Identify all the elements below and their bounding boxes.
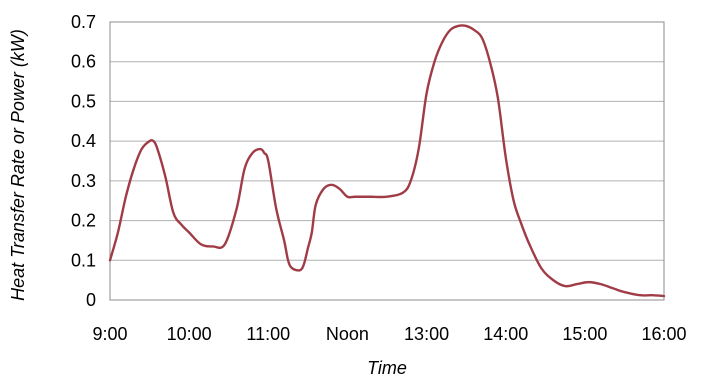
plot-area-frame	[109, 21, 665, 301]
x-tick-label: 16:00	[641, 324, 686, 344]
x-tick-label: 15:00	[562, 324, 607, 344]
grid-layer	[110, 21, 664, 301]
series-layer	[108, 24, 666, 298]
y-tick-label: 0.6	[71, 52, 96, 72]
y-tick-label: 0.7	[71, 12, 96, 32]
y-axis-ticks: 0 0.1 0.2 0.3 0.4 0.5 0.6 0.7	[71, 12, 96, 310]
x-tick-label: 10:00	[167, 324, 212, 344]
y-axis-title: Heat Transfer Rate or Power (kW)	[8, 29, 28, 301]
y-tick-label: 0.1	[71, 250, 96, 270]
x-tick-label: 9:00	[92, 324, 127, 344]
x-tick-label: 11:00	[246, 324, 290, 344]
y-tick-label: 0	[86, 290, 96, 310]
y-tick-label: 0.5	[71, 91, 96, 111]
x-tick-label: Noon	[326, 324, 369, 344]
x-tick-label: 13:00	[404, 324, 449, 344]
y-tick-label: 0.3	[71, 171, 96, 191]
x-axis-title: Time	[367, 358, 407, 378]
x-axis-ticks: 9:00 10:00 11:00 Noon 13:00 14:00 15:00 16:00	[92, 324, 686, 344]
y-tick-label: 0.4	[71, 131, 96, 151]
y-tick-label: 0.2	[71, 211, 96, 231]
series-line	[108, 24, 666, 298]
x-tick-label: 14:00	[483, 324, 528, 344]
